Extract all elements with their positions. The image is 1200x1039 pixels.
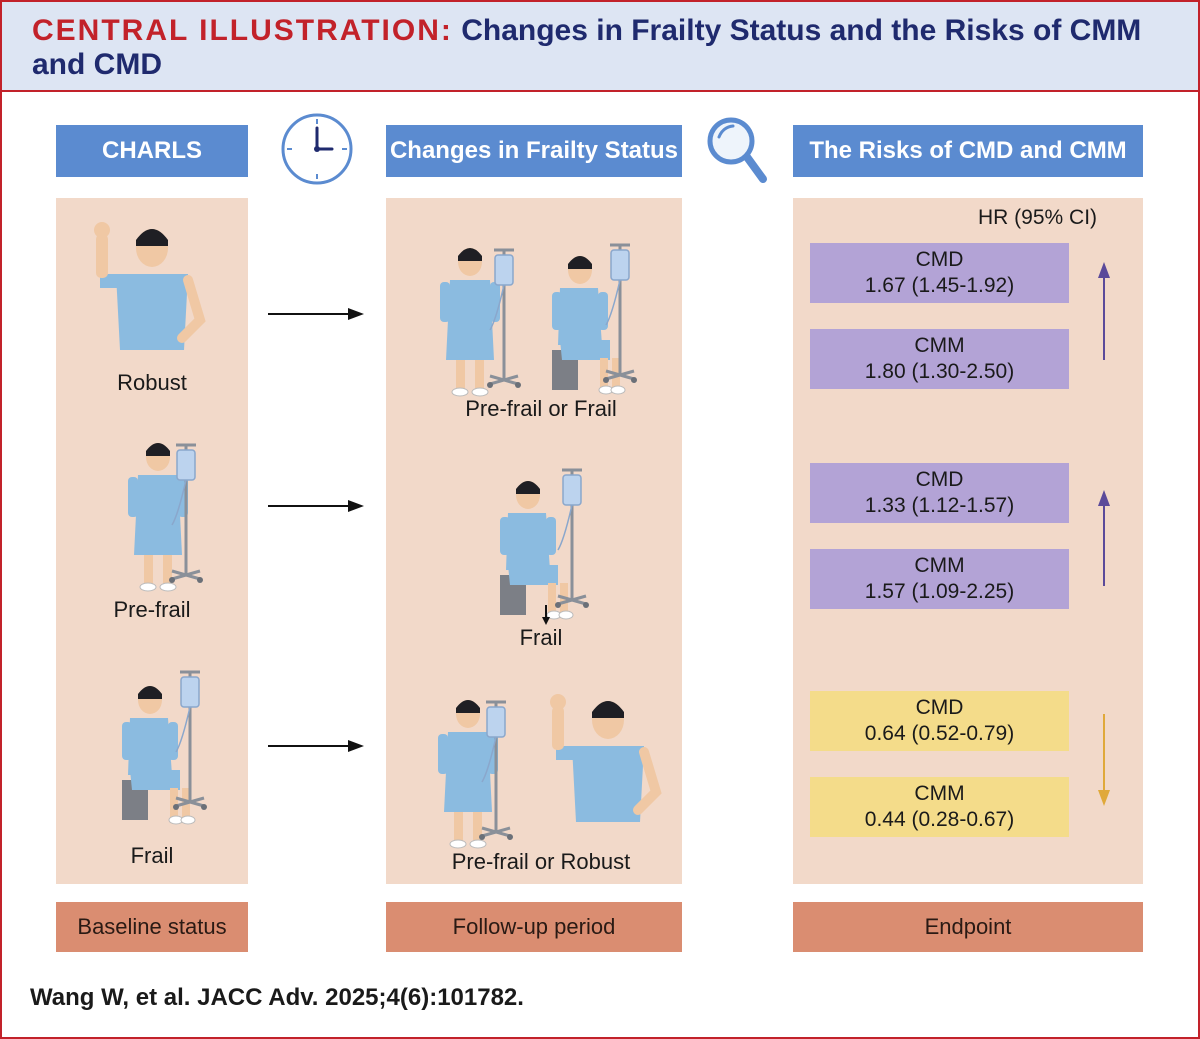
outcome-name: CMD <box>915 468 964 491</box>
hr-value: 1.80 (1.30-2.50) <box>864 360 1015 383</box>
hr-value: 0.64 (0.52-0.79) <box>864 722 1015 745</box>
baseline-label-robust: Robust <box>117 370 187 395</box>
robust-figure <box>152 330 153 331</box>
outcome-name: CMM <box>914 554 965 577</box>
outcome-name: CMM <box>914 782 965 805</box>
hr-box: CMD 1.67 (1.45-1.92) <box>810 243 1069 303</box>
followup-label-1: Pre-frail or Frail <box>465 396 617 421</box>
frail-followup-figure <box>499 468 591 625</box>
outcome-name: CMM <box>914 334 965 357</box>
citation: Wang W, et al. JACC Adv. 2025;4(6):10178… <box>30 984 524 1011</box>
hr-value: 1.57 (1.09-2.25) <box>864 580 1015 603</box>
transition-arrow <box>268 500 364 512</box>
baseline-label-prefrail: Pre-frail <box>113 597 191 622</box>
outcome-name: CMD <box>915 248 964 271</box>
magnifier-icon <box>707 117 767 183</box>
title-lead: CENTRAL ILLUSTRATION: <box>32 14 453 47</box>
prefrail-or-robust-figures <box>437 832 469 849</box>
increase-arrow-icon <box>1098 262 1110 360</box>
title-text: Changes in Frailty Status and the Risks … <box>32 14 1142 81</box>
followup-label-2: Frail <box>519 625 563 650</box>
endpoint-panel <box>793 198 1143 884</box>
footer-baseline: Baseline status <box>56 902 248 952</box>
outcome-name: CMD <box>915 696 964 719</box>
hr-value: 0.44 (0.28-0.67) <box>864 808 1015 831</box>
footer-followup: Follow-up period <box>386 902 682 952</box>
clock-icon <box>281 113 353 185</box>
hr-value: 1.67 (1.45-1.92) <box>864 274 1015 297</box>
header-charls: CHARLS <box>56 125 248 177</box>
hr-box: CMM 0.44 (0.28-0.67) <box>810 777 1069 837</box>
baseline-label-frail: Frail <box>130 843 174 868</box>
transition-arrow <box>268 308 364 320</box>
hr-box: CMM 1.80 (1.30-2.50) <box>810 329 1069 389</box>
transition-arrow <box>268 740 364 752</box>
footer-endpoint: Endpoint <box>793 902 1143 952</box>
hr-box: CMD 0.64 (0.52-0.79) <box>810 691 1069 751</box>
hr-box: CMD 1.33 (1.12-1.57) <box>810 463 1069 523</box>
decrease-arrow-icon <box>1098 714 1110 806</box>
figure-title: CENTRAL ILLUSTRATION: Changes in Frailty… <box>32 14 1182 82</box>
header-risks: The Risks of CMD and CMM <box>793 125 1143 177</box>
prefrail-or-frail-figures <box>439 243 639 397</box>
followup-label-3: Pre-frail or Robust <box>451 849 631 874</box>
title-bar: CENTRAL ILLUSTRATION: Changes in Frailty… <box>2 2 1198 92</box>
header-changes: Changes in Frailty Status <box>386 125 682 177</box>
hr-box: CMM 1.57 (1.09-2.25) <box>810 549 1069 609</box>
prefrail-figure <box>127 442 205 592</box>
hr-value: 1.33 (1.12-1.57) <box>864 494 1015 517</box>
frail-figure <box>121 670 209 825</box>
increase-arrow-icon <box>1098 490 1110 586</box>
ci-header: HR (95% CI) <box>978 206 1098 229</box>
